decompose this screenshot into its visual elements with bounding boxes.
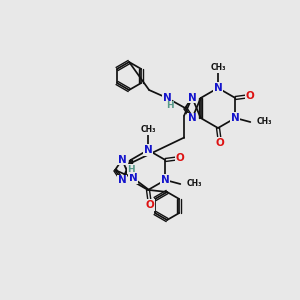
Text: N: N <box>163 93 172 103</box>
Text: N: N <box>118 154 127 164</box>
Text: N: N <box>118 176 127 185</box>
Text: H: H <box>166 101 174 110</box>
Text: CH₃: CH₃ <box>140 125 156 134</box>
Text: N: N <box>129 173 137 183</box>
Text: CH₃: CH₃ <box>256 118 272 127</box>
Text: O: O <box>216 138 224 148</box>
Text: N: N <box>188 113 197 124</box>
Text: N: N <box>231 113 240 123</box>
Text: CH₃: CH₃ <box>186 179 202 188</box>
Text: H: H <box>127 164 135 173</box>
Text: O: O <box>146 200 154 210</box>
Text: O: O <box>246 91 255 101</box>
Text: CH₃: CH₃ <box>210 64 226 73</box>
Text: N: N <box>214 83 222 93</box>
Text: N: N <box>161 175 170 185</box>
Text: O: O <box>176 153 185 163</box>
Text: N: N <box>144 145 152 155</box>
Text: N: N <box>188 92 197 103</box>
